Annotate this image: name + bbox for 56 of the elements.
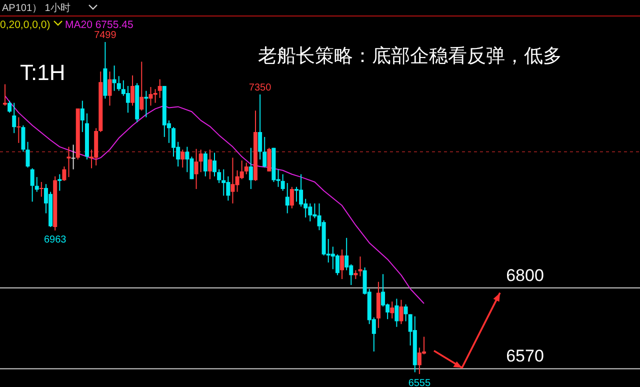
ref-line-label: 6800 bbox=[506, 266, 544, 285]
chart-title: 老船长策略：底部企稳看反弹，低多 bbox=[258, 45, 562, 67]
candlestick bbox=[390, 301, 394, 319]
annotation: 6555 bbox=[408, 378, 432, 387]
candlestick bbox=[172, 126, 176, 158]
candlestick bbox=[116, 76, 121, 92]
candlestick bbox=[39, 181, 44, 198]
candlestick bbox=[126, 85, 130, 114]
candlestick bbox=[16, 116, 21, 144]
annotation: 7350 bbox=[248, 82, 272, 94]
candlestick bbox=[140, 61, 144, 112]
candlestick bbox=[34, 176, 39, 192]
candlestick bbox=[194, 148, 198, 190]
candlestick bbox=[208, 149, 212, 180]
candlestick bbox=[66, 146, 71, 178]
candlestick bbox=[30, 168, 34, 202]
candlestick bbox=[80, 100, 84, 133]
ref-line-label: 6570 bbox=[506, 346, 544, 366]
candlestick bbox=[58, 174, 62, 192]
candlestick bbox=[180, 149, 185, 168]
candlestick bbox=[399, 299, 404, 325]
annotation: 7499 bbox=[94, 30, 117, 41]
candlestick bbox=[358, 256, 362, 277]
candlestick bbox=[130, 74, 135, 106]
candlestick bbox=[198, 149, 203, 173]
text: 0,20,0,0,0) bbox=[0, 19, 50, 31]
candlestick bbox=[158, 78, 162, 98]
candlestick bbox=[340, 249, 344, 280]
candlestick bbox=[244, 162, 248, 175]
annotation: 6963 bbox=[44, 234, 67, 246]
candlestick bbox=[222, 168, 226, 196]
candlestick bbox=[290, 186, 294, 209]
candlestick bbox=[267, 147, 272, 172]
candlestick bbox=[285, 182, 290, 214]
chart-subtitle: AP101） 1小时 bbox=[2, 2, 70, 14]
candlestick bbox=[203, 151, 208, 177]
candlestick bbox=[62, 166, 66, 182]
annotation: T:1H bbox=[20, 60, 66, 85]
candlestick bbox=[258, 94, 262, 160]
candlestick bbox=[344, 237, 349, 271]
candlestick bbox=[26, 141, 30, 168]
candlestick bbox=[108, 71, 112, 106]
candlestick bbox=[21, 124, 26, 152]
text: MA20 6755.45 bbox=[65, 19, 134, 31]
candlestick bbox=[217, 168, 222, 184]
candlestick bbox=[248, 147, 253, 190]
candlestick bbox=[8, 100, 12, 114]
candlestick bbox=[335, 254, 340, 276]
candlestick bbox=[262, 136, 267, 168]
candlestick bbox=[212, 152, 216, 177]
candlestick bbox=[71, 144, 76, 170]
candlestick bbox=[12, 102, 16, 134]
candlestick bbox=[404, 304, 408, 322]
candlestick bbox=[112, 65, 116, 92]
candlestick bbox=[394, 298, 399, 328]
candlestick bbox=[280, 174, 285, 192]
